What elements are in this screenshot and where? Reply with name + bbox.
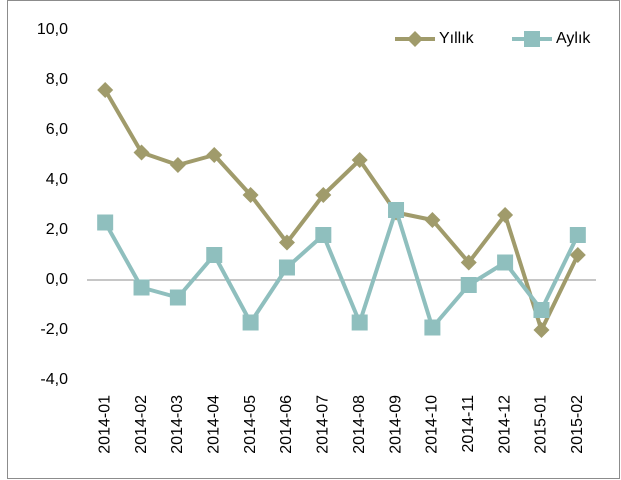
diamond-marker bbox=[242, 187, 259, 203]
diamond-marker bbox=[315, 187, 332, 203]
x-tick-label: 2014-03 bbox=[169, 395, 186, 454]
legend-item: Yıllık bbox=[395, 30, 475, 47]
diamond-marker bbox=[533, 322, 550, 338]
x-tick-label: 2014-02 bbox=[133, 395, 150, 454]
y-tick-label: 10,0 bbox=[37, 21, 68, 38]
x-tick-label: 2014-05 bbox=[242, 395, 259, 454]
diamond-marker bbox=[497, 207, 514, 223]
x-tick-label: 2014-08 bbox=[351, 395, 368, 454]
y-tick-label: 0,0 bbox=[46, 271, 68, 288]
y-tick-label: -4,0 bbox=[40, 371, 68, 388]
diamond-marker bbox=[97, 82, 114, 98]
legend-label: Yıllık bbox=[439, 30, 475, 47]
x-tick-label: 2014-07 bbox=[315, 395, 332, 454]
square-marker bbox=[497, 254, 514, 271]
square-marker bbox=[569, 227, 586, 243]
square-marker bbox=[460, 277, 477, 293]
square-marker bbox=[278, 259, 295, 276]
x-tick-label: 2015-01 bbox=[533, 395, 550, 454]
x-tick-label: 2014-10 bbox=[424, 395, 441, 454]
diamond-marker bbox=[278, 234, 295, 251]
diamond-marker bbox=[206, 147, 223, 163]
x-tick-label: 2014-06 bbox=[278, 395, 295, 454]
diamond-marker bbox=[407, 31, 423, 47]
diamond-marker bbox=[460, 254, 477, 271]
diamond-marker bbox=[569, 247, 586, 263]
y-tick-label: 6,0 bbox=[46, 121, 68, 138]
chart-frame bbox=[7, 0, 620, 479]
x-tick-label: 2015-02 bbox=[569, 395, 586, 454]
square-marker bbox=[524, 31, 540, 47]
square-marker bbox=[242, 314, 259, 331]
diamond-marker bbox=[424, 212, 441, 228]
square-marker bbox=[169, 289, 186, 306]
square-marker bbox=[315, 227, 332, 243]
legend-item: Aylık bbox=[512, 30, 591, 47]
square-marker bbox=[133, 279, 150, 296]
legend-label: Aylık bbox=[556, 30, 591, 47]
x-tick-label: 2014-09 bbox=[387, 395, 404, 454]
y-tick-label: -2,0 bbox=[40, 321, 68, 338]
diamond-marker bbox=[351, 152, 368, 168]
square-marker bbox=[351, 314, 368, 331]
x-tick-label: 2014-04 bbox=[205, 395, 222, 454]
x-tick-label: 2014-01 bbox=[96, 395, 113, 454]
square-marker bbox=[206, 247, 223, 263]
x-tick-label: 2014-11 bbox=[460, 395, 477, 453]
diamond-marker bbox=[133, 144, 150, 161]
x-tick-label: 2014-12 bbox=[496, 395, 513, 454]
square-marker bbox=[388, 202, 405, 218]
square-marker bbox=[533, 302, 550, 318]
y-tick-label: 2,0 bbox=[46, 221, 68, 238]
y-tick-label: 8,0 bbox=[46, 71, 68, 88]
square-marker bbox=[97, 214, 114, 231]
y-tick-label: 4,0 bbox=[46, 171, 68, 188]
diamond-marker bbox=[169, 157, 186, 173]
square-marker bbox=[424, 319, 441, 336]
